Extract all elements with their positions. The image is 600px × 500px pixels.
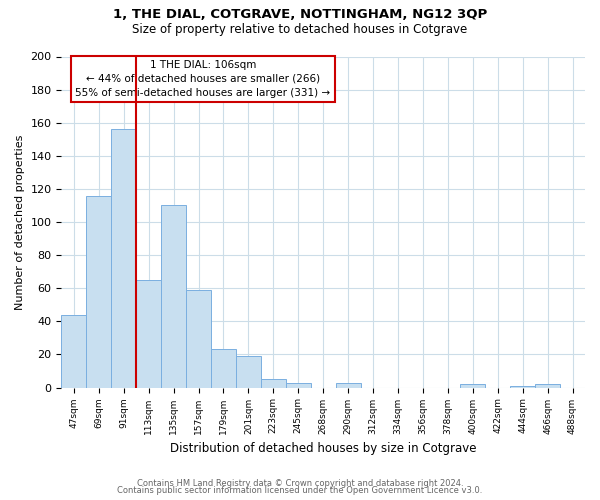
- Bar: [136, 280, 161, 388]
- Y-axis label: Number of detached properties: Number of detached properties: [15, 134, 25, 310]
- Text: Contains public sector information licensed under the Open Government Licence v3: Contains public sector information licen…: [118, 486, 482, 495]
- Bar: [335, 382, 361, 388]
- Text: 1 THE DIAL: 106sqm
← 44% of detached houses are smaller (266)
55% of semi-detach: 1 THE DIAL: 106sqm ← 44% of detached hou…: [75, 60, 331, 98]
- Bar: [460, 384, 485, 388]
- Bar: [86, 196, 111, 388]
- Text: Contains HM Land Registry data © Crown copyright and database right 2024.: Contains HM Land Registry data © Crown c…: [137, 478, 463, 488]
- Bar: [211, 350, 236, 388]
- Bar: [111, 130, 136, 388]
- Bar: [261, 380, 286, 388]
- Text: Size of property relative to detached houses in Cotgrave: Size of property relative to detached ho…: [133, 22, 467, 36]
- Bar: [286, 382, 311, 388]
- Bar: [510, 386, 535, 388]
- Bar: [535, 384, 560, 388]
- Text: 1, THE DIAL, COTGRAVE, NOTTINGHAM, NG12 3QP: 1, THE DIAL, COTGRAVE, NOTTINGHAM, NG12 …: [113, 8, 487, 20]
- Bar: [61, 314, 86, 388]
- Bar: [236, 356, 261, 388]
- Bar: [186, 290, 211, 388]
- Bar: [161, 206, 186, 388]
- X-axis label: Distribution of detached houses by size in Cotgrave: Distribution of detached houses by size …: [170, 442, 476, 455]
